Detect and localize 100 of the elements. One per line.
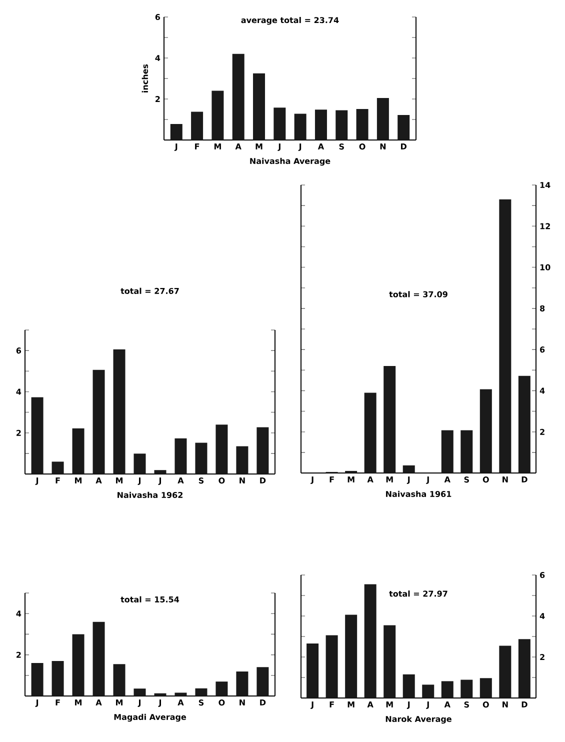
bar <box>364 392 376 473</box>
x-tick-label: A <box>444 476 450 482</box>
text: total = 27.97 <box>389 590 448 597</box>
bar <box>384 625 396 698</box>
bar <box>212 90 224 140</box>
bar <box>236 446 248 474</box>
x-tick-label: A <box>178 478 184 484</box>
y-tick-label: 4 <box>16 388 22 395</box>
bar <box>336 110 348 140</box>
bar <box>441 430 454 473</box>
bar <box>480 678 492 698</box>
y-tick-label: 6 <box>540 572 545 578</box>
x-tick-label: J <box>310 702 314 709</box>
x-tick-label: J <box>406 702 410 709</box>
x-tick-label: D <box>522 702 528 708</box>
x-tick-label: F <box>56 700 60 706</box>
x-tick-label: M <box>116 478 122 484</box>
bar <box>92 622 105 696</box>
x-tick-label: J <box>138 478 141 485</box>
x-tick-label: J <box>158 700 161 707</box>
x-tick-label: O <box>218 700 225 706</box>
bar <box>274 108 286 140</box>
x-tick-label: J <box>174 144 178 151</box>
y-tick-label: 12 <box>540 223 550 230</box>
x-tick-label: N <box>502 702 508 708</box>
x-tick-label: J <box>298 144 302 151</box>
x-tick-label: D <box>260 700 266 706</box>
x-tick-label: A <box>178 700 184 706</box>
bar <box>480 389 492 473</box>
y-tick-label: 4 <box>540 613 545 619</box>
bar <box>518 639 530 698</box>
y-axis-title: inches <box>142 64 148 92</box>
x-tick-label: M <box>386 702 393 708</box>
x-tick-label: M <box>348 476 354 482</box>
x-tick-label: J <box>426 702 429 709</box>
x-tick-label: F <box>330 702 334 708</box>
y-tick-label: 4 <box>16 610 22 617</box>
bar <box>191 112 204 140</box>
x-tick-label: O <box>359 144 366 150</box>
x-tick-label: M <box>75 700 82 706</box>
x-axis-title: Magadi Average <box>114 714 186 722</box>
bar <box>384 366 396 473</box>
x-tick-label: S <box>198 478 204 484</box>
x-tick-label: N <box>502 476 508 482</box>
bar <box>314 110 327 140</box>
x-tick-label: O <box>482 476 489 483</box>
y-tick-label: 6 <box>155 14 160 20</box>
bar <box>195 442 208 474</box>
bar <box>253 73 266 140</box>
x-tick-label: A <box>367 702 374 708</box>
bar <box>31 663 44 696</box>
x-tick-label: M <box>348 702 354 708</box>
bar <box>170 124 182 140</box>
x-axis-title: Naivasha 1961 <box>386 490 452 498</box>
bar <box>326 635 338 698</box>
bar <box>174 438 187 474</box>
y-tick-label: 2 <box>16 652 21 658</box>
x-axis-title: Narok Average <box>386 716 452 724</box>
bar <box>154 693 166 696</box>
x-tick-label: S <box>464 476 469 483</box>
x-tick-label: M <box>75 478 82 484</box>
bar <box>134 688 146 696</box>
x-tick-label: A <box>96 478 102 484</box>
bar <box>422 684 434 698</box>
x-tick-label: S <box>339 144 344 150</box>
bar <box>72 634 84 696</box>
y-tick-label: 2 <box>16 430 21 436</box>
bar <box>72 428 84 474</box>
bar <box>398 114 410 140</box>
bar <box>306 643 319 698</box>
bar <box>113 349 126 474</box>
x-tick-label: F <box>195 144 200 150</box>
x-tick-label: N <box>380 144 386 150</box>
bar <box>216 682 228 696</box>
x-tick-label: A <box>235 144 242 150</box>
bar <box>402 674 415 698</box>
x-tick-label: O <box>482 702 489 708</box>
x-tick-label: J <box>138 700 141 707</box>
x-tick-label: M <box>214 144 221 150</box>
x-tick-label: S <box>464 702 469 708</box>
bar <box>92 370 105 474</box>
x-tick-label: J <box>35 700 38 707</box>
bar <box>345 614 358 698</box>
bar <box>154 470 166 474</box>
bar <box>499 646 512 698</box>
y-tick-label: 4 <box>155 55 160 61</box>
x-tick-label: A <box>318 144 324 150</box>
text: total = 37.09 <box>389 291 448 298</box>
x-axis-title: Naivasha 1962 <box>118 492 182 498</box>
bar <box>460 430 473 473</box>
bar <box>113 664 126 696</box>
x-tick-label: J <box>426 476 429 484</box>
y-tick-label: 4 <box>540 388 545 394</box>
y-tick-label: 8 <box>540 305 545 312</box>
bar <box>441 681 454 698</box>
bar <box>134 454 146 474</box>
bar <box>364 584 376 698</box>
bar <box>402 465 415 473</box>
bar <box>518 376 530 473</box>
y-tick-label: 6 <box>16 348 22 354</box>
